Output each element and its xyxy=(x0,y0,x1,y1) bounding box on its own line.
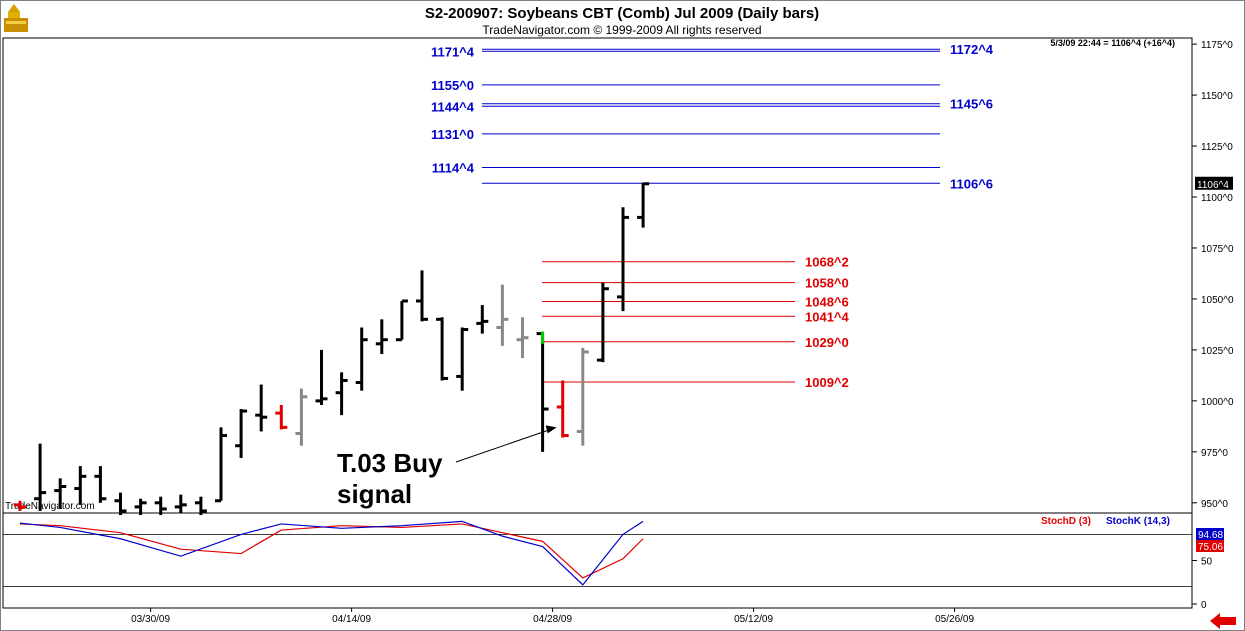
stoch-readout-value: 75.06 xyxy=(1198,542,1223,553)
y-tick-label: 950^0 xyxy=(1201,499,1228,510)
ohlc-bar xyxy=(496,284,509,346)
blue-level-label: 1106^6 xyxy=(950,176,993,191)
x-tick-label: 04/14/09 xyxy=(332,614,371,625)
stoch-series-line xyxy=(19,520,644,586)
stochastic-panel[interactable] xyxy=(2,512,1193,609)
timestamp-readout: 5/3/09 22:44 = 1106^4 (+16^4) xyxy=(1050,38,1175,48)
last-price-box xyxy=(1195,176,1233,190)
blue-level-label: 1131^0 xyxy=(431,127,474,142)
y-tick-label: 975^0 xyxy=(1201,448,1228,459)
price-bars xyxy=(14,182,650,516)
y-tick-label: 1075^0 xyxy=(1201,244,1234,255)
y-tick-label: 1100^0 xyxy=(1201,193,1233,204)
ohlc-bar xyxy=(54,478,67,509)
stoch-legend-entry: StochD (3) xyxy=(1041,516,1091,527)
red-level-label: 1068^2 xyxy=(805,255,849,270)
ohlc-bar xyxy=(114,492,127,516)
ohlc-bar xyxy=(516,317,529,359)
ohlc-bar xyxy=(556,380,569,438)
y-tick-label: 1025^0 xyxy=(1201,346,1234,357)
annotation-line-1: T.03 Buy xyxy=(337,448,443,478)
watermark-text: TradeNavigator.com xyxy=(5,501,95,512)
ohlc-bar xyxy=(295,388,308,446)
y-tick-label: 1175^0 xyxy=(1201,40,1233,51)
y-tick-label: 1150^0 xyxy=(1201,91,1233,102)
annotation-line-2: signal xyxy=(337,479,412,509)
ohlc-bar xyxy=(194,496,207,516)
blue-level-label: 1171^4 xyxy=(431,44,475,59)
ohlc-bar xyxy=(456,327,469,391)
y-tick-label: 1125^0 xyxy=(1201,142,1233,153)
x-tick-label: 04/28/09 xyxy=(533,614,572,625)
ohlc-bar xyxy=(74,466,87,505)
x-tick-label: 05/26/09 xyxy=(935,614,974,625)
stoch-readout-box xyxy=(1196,528,1224,540)
price-axis: 1175^0 1150^0 1125^0 1100^0 1075^0 1050^0 1025… xyxy=(1192,40,1234,510)
stoch-readout-box xyxy=(1196,540,1224,552)
ohlc-bar xyxy=(134,498,147,516)
annotation-arrowhead xyxy=(545,425,557,434)
level-lines: 1171^4 1172^4 1155^0 1144^4 1145^6 1131^0 1114… xyxy=(431,42,994,390)
ohlc-bar xyxy=(315,349,328,405)
ohlc-bar xyxy=(416,270,428,322)
ohlc-bar xyxy=(215,427,227,503)
blue-level-label: 1144^4 xyxy=(431,99,475,114)
y-tick-label: 1000^0 xyxy=(1201,397,1234,408)
ohlc-bar xyxy=(617,207,629,312)
ohlc-bar xyxy=(355,327,368,391)
blue-level-label: 1172^4 xyxy=(950,42,994,57)
ohlc-bar xyxy=(436,317,449,381)
x-tick-label: 05/12/09 xyxy=(734,614,773,625)
red-level-label: 1048^6 xyxy=(805,294,849,309)
x-tick-label: 03/30/09 xyxy=(131,614,170,625)
blue-level-label: 1155^0 xyxy=(431,78,474,93)
ohlc-bar xyxy=(476,305,489,334)
y-tick-label: 1050^0 xyxy=(1201,295,1234,306)
blue-level-label: 1145^6 xyxy=(950,97,993,112)
ohlc-bar xyxy=(275,404,288,430)
ohlc-bar xyxy=(174,494,187,513)
red-level-label: 1029^0 xyxy=(805,335,849,350)
stoch-y-tick-label: 0 xyxy=(1201,600,1207,611)
ohlc-bar xyxy=(94,466,107,503)
ohlc-bar xyxy=(34,443,47,511)
chart-title: S2-200907: Soybeans CBT (Comb) Jul 2009 … xyxy=(425,5,819,22)
red-level-label: 1041^4 xyxy=(805,309,850,324)
ohlc-bar xyxy=(154,496,167,516)
last-price-label: 1106^4 xyxy=(1197,180,1229,191)
ohlc-bar xyxy=(235,409,248,458)
blue-level-label: 1114^4 xyxy=(432,160,475,175)
annotation-arrow-line xyxy=(455,428,551,463)
ohlc-bar xyxy=(596,282,609,363)
ohlc-bar xyxy=(395,299,408,342)
ohlc-bar xyxy=(14,500,26,511)
stoch-legend-entry: StochK (14,3) xyxy=(1106,516,1170,527)
scroll-right-arrow-icon[interactable] xyxy=(1210,613,1236,629)
trade-navigator-logo-icon xyxy=(4,4,28,32)
copyright-text: TradeNavigator.com © 1999-2009 All right… xyxy=(482,23,761,37)
ohlc-bar xyxy=(335,372,348,416)
stoch-y-tick-label: 50 xyxy=(1201,557,1213,568)
ohlc-bar xyxy=(375,319,388,354)
price-panel[interactable] xyxy=(2,37,1193,514)
stoch-readout-value: 94.68 xyxy=(1198,530,1223,541)
ohlc-bar xyxy=(255,384,268,432)
red-level-label: 1009^2 xyxy=(805,375,849,390)
ohlc-bar xyxy=(576,347,589,446)
time-axis: 03/30/09 04/14/09 04/28/09 05/12/09 05/26/09 xyxy=(131,608,974,625)
ohlc-bar xyxy=(637,182,650,228)
red-level-label: 1058^0 xyxy=(805,276,849,291)
